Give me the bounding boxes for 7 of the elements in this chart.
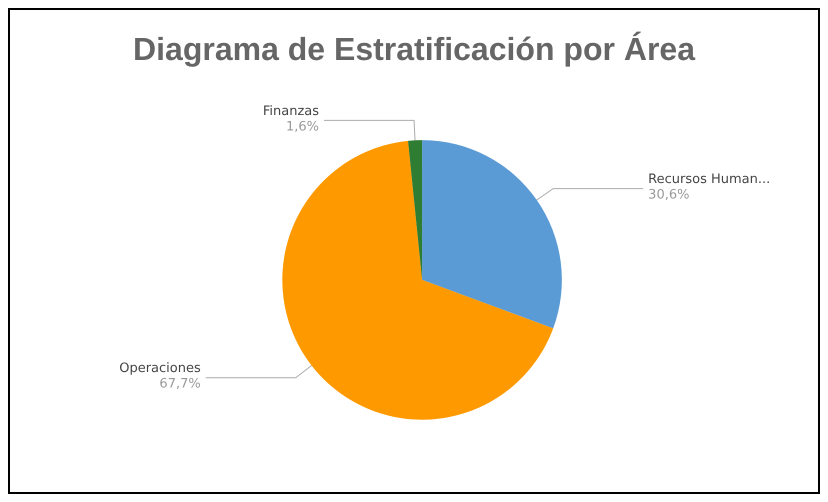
chart-title: Diagrama de Estratificación por Área [133, 31, 696, 67]
slice-label: Recursos Human... [648, 172, 770, 188]
slice-label: Finanzas [262, 104, 320, 119]
data-label: 1,6% [286, 119, 320, 134]
data-label: 30,6% [648, 188, 690, 203]
slice-label: Operaciones [119, 361, 201, 376]
data-label: 67,7% [159, 376, 201, 392]
